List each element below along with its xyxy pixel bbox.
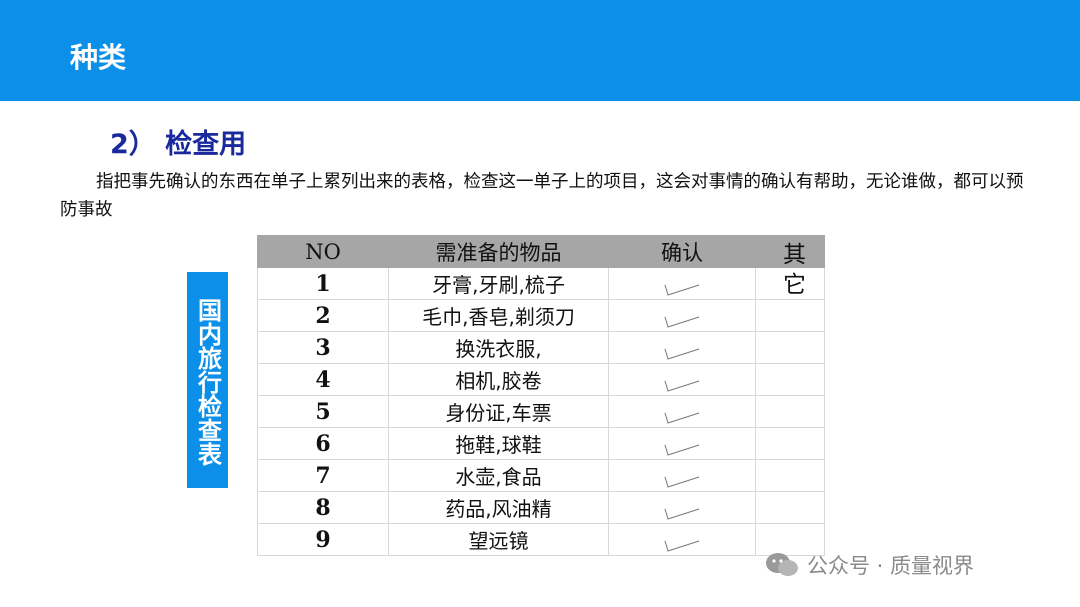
row-item: 药品,风油精 <box>388 491 609 524</box>
row-confirm <box>608 459 756 492</box>
row-item: 换洗衣服, <box>388 331 609 364</box>
header-item: 需准备的物品 <box>388 235 609 268</box>
section-paragraph: 指把事先确认的东西在单子上累列出来的表格，检查这一单子上的项目，这会对事情的确认… <box>60 172 1024 220</box>
table-row: 7 水壶,食品 <box>257 459 825 492</box>
checkmark-icon <box>664 539 700 553</box>
table-row: 4 相机,胶卷 <box>257 363 825 396</box>
row-item: 拖鞋,球鞋 <box>388 427 609 460</box>
checkmark-icon <box>664 315 700 329</box>
header-bar <box>0 0 1080 101</box>
checkmark-icon <box>664 347 700 361</box>
row-item: 身份证,车票 <box>388 395 609 428</box>
header-confirm: 确认 <box>608 235 756 268</box>
row-confirm <box>608 363 756 396</box>
row-other <box>755 523 825 556</box>
row-other <box>755 459 825 492</box>
table-row: 1 牙膏,牙刷,梳子 <box>257 267 825 300</box>
table-row: 8 药品,风油精 <box>257 491 825 524</box>
header-other <box>755 235 825 268</box>
table-row: 6 拖鞋,球鞋 <box>257 427 825 460</box>
table-row: 3 换洗衣服, <box>257 331 825 364</box>
row-other <box>755 299 825 332</box>
row-confirm <box>608 331 756 364</box>
row-confirm <box>608 299 756 332</box>
row-no: 8 <box>257 491 389 524</box>
checkmark-icon <box>664 507 700 521</box>
header-no: NO <box>257 235 389 268</box>
wechat-icon <box>766 553 798 576</box>
row-no: 5 <box>257 395 389 428</box>
row-other <box>755 331 825 364</box>
watermark: 公众号 · 质量视界 <box>765 550 974 580</box>
checkmark-icon <box>664 379 700 393</box>
row-confirm <box>608 491 756 524</box>
table-header-row: NO 需准备的物品 确认 <box>257 235 825 268</box>
row-no: 4 <box>257 363 389 396</box>
row-item: 水壶,食品 <box>388 459 609 492</box>
checkmark-icon <box>664 283 700 297</box>
checkmark-icon <box>664 475 700 489</box>
row-no: 7 <box>257 459 389 492</box>
row-other <box>755 363 825 396</box>
row-item: 望远镜 <box>388 523 609 556</box>
row-no: 1 <box>257 267 389 300</box>
checklist-table: NO 需准备的物品 确认 1 牙膏,牙刷,梳子 2 毛巾,香皂,剃须刀 3 换洗… <box>257 235 825 556</box>
row-item: 相机,胶卷 <box>388 363 609 396</box>
row-confirm <box>608 395 756 428</box>
row-no: 9 <box>257 523 389 556</box>
row-item: 毛巾,香皂,剃须刀 <box>388 299 609 332</box>
side-label: 国内旅行检查表 <box>187 272 228 488</box>
row-confirm <box>608 267 756 300</box>
section-subtitle: 2） 检查用 <box>110 129 247 160</box>
row-confirm <box>608 427 756 460</box>
other-text: 其它 <box>783 242 806 298</box>
row-no: 6 <box>257 427 389 460</box>
header-other-text: 其它 <box>783 240 809 300</box>
row-no: 2 <box>257 299 389 332</box>
row-other <box>755 427 825 460</box>
table-row: 9 望远镜 <box>257 523 825 556</box>
table-row: 2 毛巾,香皂,剃须刀 <box>257 299 825 332</box>
slide-title: 种类 <box>70 41 127 74</box>
row-other <box>755 267 825 300</box>
row-other <box>755 491 825 524</box>
checkmark-icon <box>664 411 700 425</box>
row-no: 3 <box>257 331 389 364</box>
watermark-text: 公众号 · 质量视界 <box>807 554 975 578</box>
table-row: 5 身份证,车票 <box>257 395 825 428</box>
row-item: 牙膏,牙刷,梳子 <box>388 267 609 300</box>
row-other <box>755 395 825 428</box>
row-confirm <box>608 523 756 556</box>
checkmark-icon <box>664 443 700 457</box>
